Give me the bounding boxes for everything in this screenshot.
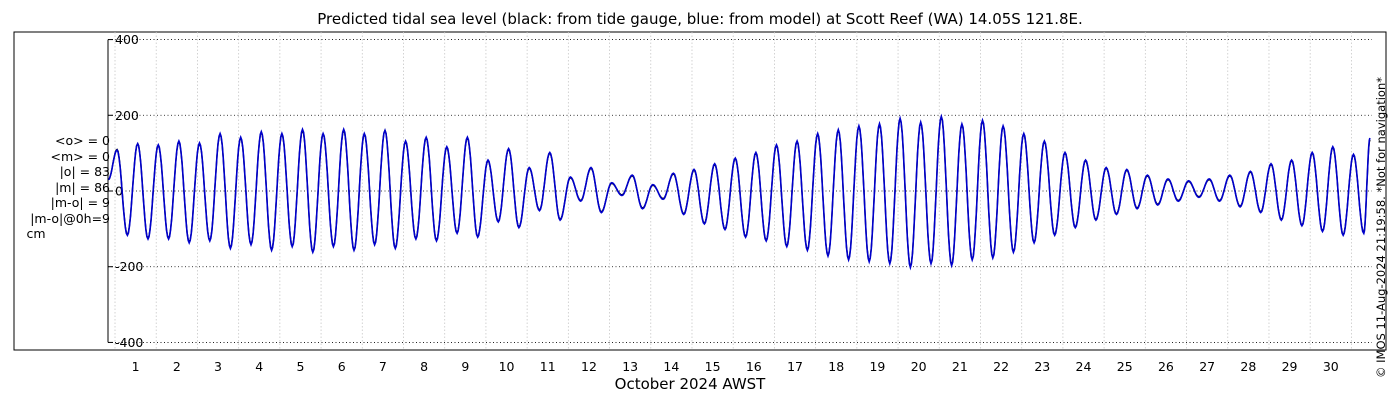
x-tick-label: 2 bbox=[173, 359, 181, 374]
stat-unit: cm bbox=[26, 226, 46, 241]
x-tick-label: 23 bbox=[1034, 359, 1050, 374]
x-tick-label: 29 bbox=[1282, 359, 1298, 374]
x-tick-label: 24 bbox=[1076, 359, 1092, 374]
x-axis-label: October 2024 AWST bbox=[614, 375, 766, 393]
x-tick-label: 27 bbox=[1199, 359, 1215, 374]
x-tick-label: 19 bbox=[869, 359, 885, 374]
x-tick-label: 30 bbox=[1323, 359, 1339, 374]
stat-mean-obs: <o> = 0 bbox=[55, 133, 110, 148]
x-tick-label: 28 bbox=[1240, 359, 1256, 374]
stat-abs-diff-0h: |m-o|@0h=9 bbox=[30, 210, 110, 226]
x-tick-label: 5 bbox=[296, 359, 304, 374]
x-tick-label: 16 bbox=[746, 359, 762, 374]
x-tick-label: 7 bbox=[379, 359, 387, 374]
y-tick-label: 0 bbox=[115, 184, 123, 199]
x-tick-label: 11 bbox=[540, 359, 556, 374]
x-tick-label: 3 bbox=[214, 359, 222, 374]
x-tick-label: 20 bbox=[911, 359, 927, 374]
model-series-line bbox=[107, 113, 1371, 271]
x-tick-label: 1 bbox=[132, 359, 140, 374]
y-tick-label: 400 bbox=[115, 32, 139, 47]
x-tick-label: 9 bbox=[461, 359, 469, 374]
y-tick-label: -400 bbox=[115, 335, 143, 350]
x-tick-label: 6 bbox=[338, 359, 346, 374]
copyright-note: © IMOS 11-Aug-2024 21:19:58. *Not for na… bbox=[1374, 77, 1388, 378]
stat-abs-model: |m| = 86 bbox=[55, 179, 110, 195]
x-tick-label: 25 bbox=[1117, 359, 1133, 374]
y-tick-label: -200 bbox=[115, 259, 143, 274]
stats-panel: <o> = 0 <m> = 0 |o| = 83 |m| = 86 |m-o| … bbox=[10, 133, 110, 242]
stat-abs-obs: |o| = 83 bbox=[59, 164, 110, 179]
chart-title: Predicted tidal sea level (black: from t… bbox=[317, 10, 1083, 28]
x-tick-label: 26 bbox=[1158, 359, 1174, 374]
y-tick-label: 200 bbox=[115, 108, 139, 123]
x-tick-label: 4 bbox=[255, 359, 263, 374]
x-tick-label: 18 bbox=[828, 359, 844, 374]
x-tick-label: 14 bbox=[663, 359, 679, 374]
x-tick-label: 10 bbox=[499, 359, 515, 374]
chart-frame bbox=[13, 31, 1387, 351]
x-tick-label: 21 bbox=[952, 359, 968, 374]
x-tick-label: 12 bbox=[581, 359, 597, 374]
x-tick-label: 13 bbox=[622, 359, 638, 374]
x-tick-label: 22 bbox=[993, 359, 1009, 374]
stat-abs-diff: |m-o| = 9 bbox=[50, 195, 110, 210]
stat-mean-model: <m> = 0 bbox=[50, 148, 111, 164]
x-tick-label: 8 bbox=[420, 359, 428, 374]
x-tick-label: 15 bbox=[705, 359, 721, 374]
series-lines bbox=[107, 113, 1371, 271]
x-tick-label: 17 bbox=[787, 359, 803, 374]
